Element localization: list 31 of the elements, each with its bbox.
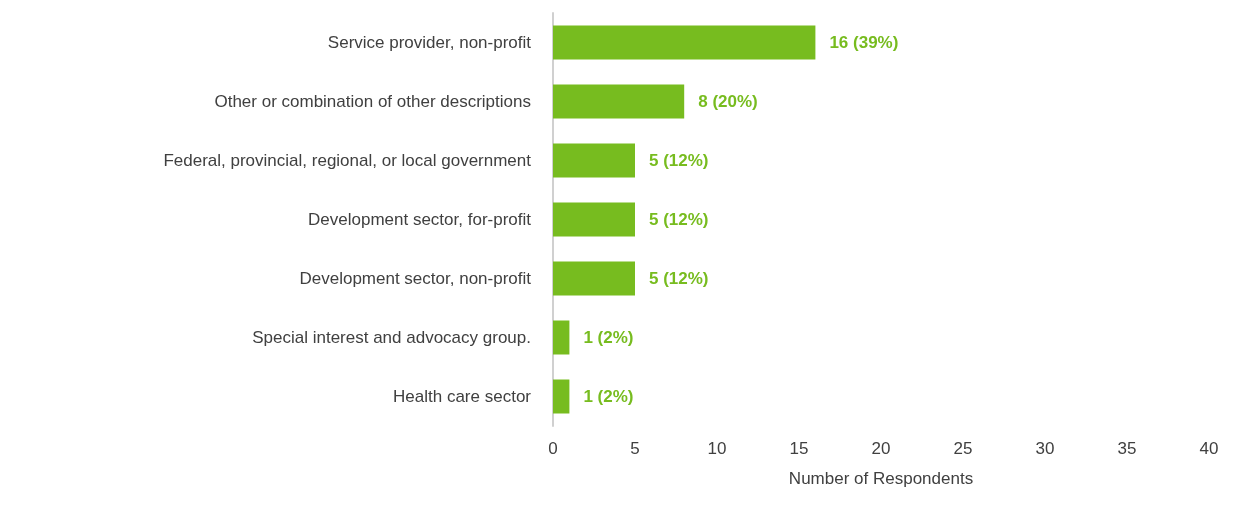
data-label: 5 (12%): [649, 151, 709, 170]
x-tick-label: 15: [789, 439, 809, 458]
data-label: 5 (12%): [649, 210, 709, 229]
bar: [553, 143, 635, 178]
data-label: 8 (20%): [698, 92, 758, 111]
x-tick-label: 0: [548, 439, 558, 458]
bar: [553, 261, 635, 296]
x-tick-label: 20: [871, 439, 891, 458]
bar: [553, 379, 570, 414]
x-tick-label: 5: [630, 439, 640, 458]
x-tick-label: 25: [953, 439, 973, 458]
x-tick-label: 40: [1199, 439, 1219, 458]
x-tick-label: 35: [1117, 439, 1137, 458]
bar: [553, 202, 635, 237]
x-tick-label: 30: [1035, 439, 1055, 458]
y-tick-label: Other or combination of other descriptions: [214, 92, 531, 111]
y-tick-label: Special interest and advocacy group.: [252, 328, 531, 347]
y-tick-label: Development sector, for-profit: [308, 210, 532, 229]
data-label: 1 (2%): [583, 387, 634, 406]
x-tick-label: 10: [707, 439, 727, 458]
data-label: 1 (2%): [583, 328, 634, 347]
y-tick-label: Development sector, non-profit: [299, 269, 532, 288]
data-label: 16 (39%): [829, 33, 899, 52]
data-label: 5 (12%): [649, 269, 709, 288]
bar: [553, 84, 685, 119]
y-tick-label: Service provider, non-profit: [327, 33, 532, 52]
bar: [553, 320, 570, 355]
x-axis-title: Number of Respondents: [788, 469, 974, 488]
y-tick-label: Federal, provincial, regional, or local government: [163, 151, 532, 170]
y-tick-label: Health care sector: [393, 387, 532, 406]
bar: [553, 25, 816, 60]
